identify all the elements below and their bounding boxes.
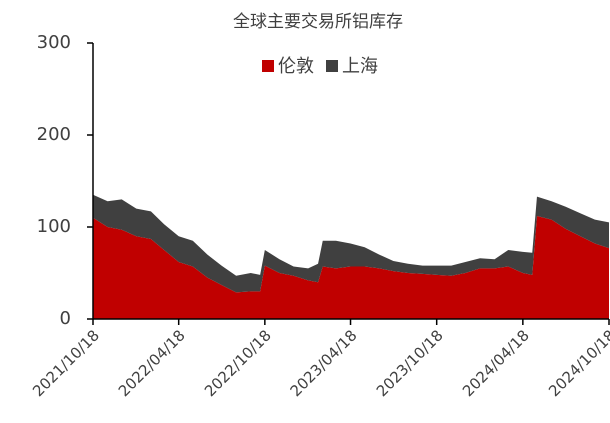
x-tick-label: 2022/10/18 [201,326,275,400]
y-tick-label: 100 [37,216,71,237]
legend-swatch [262,60,274,72]
y-tick-label: 200 [37,124,71,145]
chart-title: 全球主要交易所铝库存 [233,12,403,32]
y-tick-label: 300 [37,32,71,53]
x-tick-label: 2023/04/18 [287,326,361,400]
x-tick-label: 2023/10/18 [373,326,447,400]
legend-swatch [326,60,338,72]
x-tick-label: 2021/10/18 [29,326,103,400]
x-tick-label: 2024/04/18 [459,326,533,400]
x-tick-label: 2022/04/18 [115,326,189,400]
legend-label: 上海 [342,56,378,77]
legend-label: 伦敦 [278,56,314,77]
area [93,215,609,319]
x-tick-label: 2024/10/18 [545,326,610,400]
area [93,194,609,293]
y-tick-label: 0 [60,308,71,329]
